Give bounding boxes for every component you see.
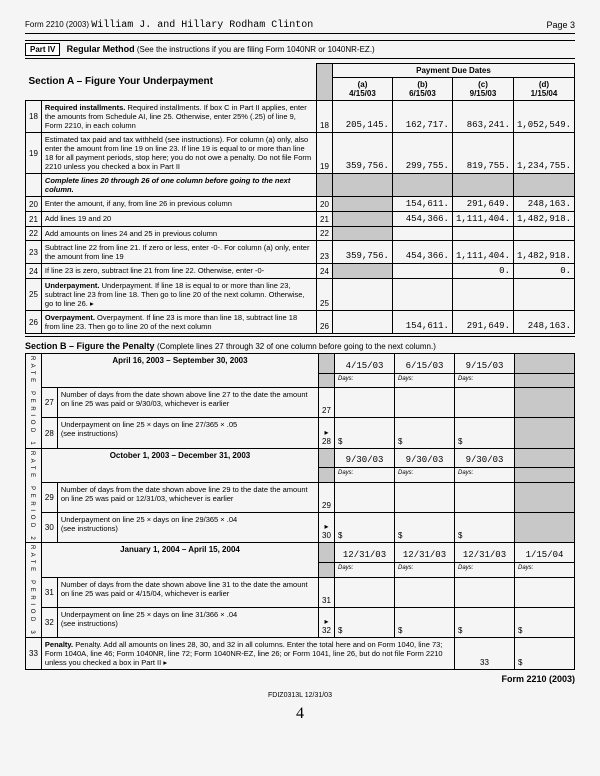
col-d: (d)1/15/04: [513, 78, 574, 101]
part-header: Part IV Regular Method (See the instruct…: [25, 40, 575, 59]
row-18: 18Required installments. Required instal…: [26, 101, 575, 133]
col-a: (a)4/15/03: [332, 78, 392, 101]
row-note: Complete lines 20 through 26 of one colu…: [26, 174, 575, 197]
row-22: 22Add amounts on lines 24 and 25 in prev…: [26, 227, 575, 241]
row-30: 30Underpayment on line 25 × days on line…: [26, 513, 575, 543]
section-b-title: Section B – Figure the Penalty (Complete…: [25, 336, 575, 353]
page-handwritten: 4: [25, 705, 575, 723]
rate-period-2: R A T E P E R I O D 2: [26, 448, 42, 543]
row-23: 23Subtract line 22 from line 21. If zero…: [26, 241, 575, 264]
rate-period-1: R A T E P E R I O D 1: [26, 354, 42, 449]
shaded-cell: [316, 64, 332, 101]
rate-period-3: R A T E P E R I O D 3: [26, 543, 42, 638]
section-a-table: Section A – Figure Your Underpayment Pay…: [25, 63, 575, 334]
period1-header: April 16, 2003 – September 30, 2003: [41, 354, 318, 388]
footer: Form 2210 (2003): [25, 674, 575, 684]
row-26: 26Overpayment. Overpayment. If line 23 i…: [26, 311, 575, 334]
row-33: 33 Penalty. Penalty. Add all amounts on …: [26, 638, 575, 670]
row-31: 31Number of days from the date shown abo…: [26, 577, 575, 607]
col-c: (c)9/15/03: [452, 78, 513, 101]
col-b: (b)6/15/03: [392, 78, 452, 101]
part-subtitle: (See the instructions if you are filing …: [137, 45, 375, 54]
section-a-title: Section A – Figure Your Underpayment: [29, 72, 313, 91]
row-27: 27Number of days from the date shown abo…: [26, 388, 575, 418]
row-19: 19Estimated tax paid and tax withheld (s…: [26, 133, 575, 174]
row-21: 21Add lines 19 and 2021 454,366.1,111,40…: [26, 212, 575, 227]
row-24: 24If line 23 is zero, subtract line 21 f…: [26, 264, 575, 279]
due-dates-header: Payment Due Dates: [332, 64, 574, 78]
row-28: 28Underpayment on line 25 × days on line…: [26, 418, 575, 448]
form-footer: Form 2210 (2003): [501, 674, 575, 684]
header-row: Form 2210 (2003) William J. and Hillary …: [25, 20, 575, 34]
row-25: 25Underpayment. Underpayment. If line 18…: [26, 279, 575, 311]
form-id: Form 2210 (2003) William J. and Hillary …: [25, 20, 313, 31]
row-32: 32Underpayment on line 25 × days on line…: [26, 607, 575, 637]
section-b-table: R A T E P E R I O D 1 April 16, 2003 – S…: [25, 353, 575, 670]
row-29: 29Number of days from the date shown abo…: [26, 482, 575, 512]
part-title: Regular Method: [67, 44, 135, 54]
page-number: Page 3: [546, 20, 575, 31]
part-label: Part IV: [25, 43, 60, 56]
period2-header: October 1, 2003 – December 31, 2003: [41, 448, 318, 482]
doc-id: FDIZ0313L 12/31/03: [25, 692, 575, 699]
row-20: 20Enter the amount, if any, from line 26…: [26, 197, 575, 212]
period3-header: January 1, 2004 – April 15, 2004: [41, 543, 318, 577]
taxpayer-name: William J. and Hillary Rodham Clinton: [91, 20, 313, 31]
